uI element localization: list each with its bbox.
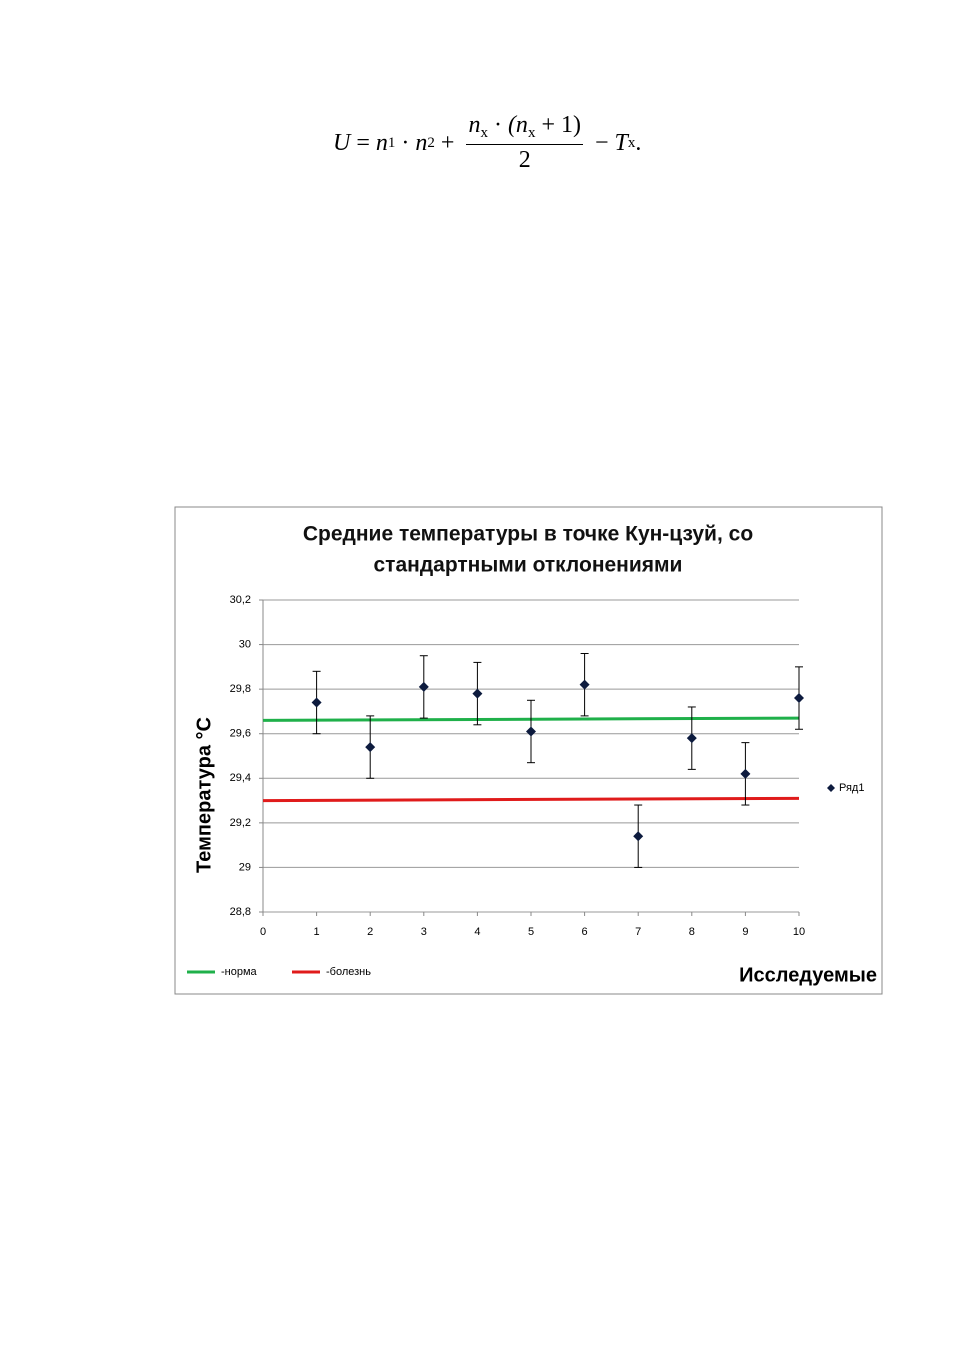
subscript: x	[527, 125, 536, 141]
reference-line	[262, 796, 800, 803]
x-tick-label: 3	[421, 926, 427, 938]
symbol: ·	[401, 129, 410, 156]
chart-frame	[174, 506, 883, 995]
data-point	[311, 697, 322, 708]
y-tick-label: 30	[239, 638, 251, 650]
symbol: U	[333, 129, 351, 156]
symbol: n	[375, 129, 388, 156]
x-tick-label: 8	[689, 926, 695, 938]
legend-marker	[827, 784, 835, 792]
data-point	[579, 679, 590, 690]
data-point	[686, 733, 697, 744]
y-axis-label: Температура °C	[193, 717, 215, 873]
symbol: n	[415, 129, 428, 156]
symbol: +	[440, 129, 455, 156]
fraction: nx · (nx + 1) 2	[466, 112, 583, 174]
symbol: =	[356, 129, 370, 156]
x-tick-label: 10	[793, 926, 805, 938]
x-tick-label: 9	[742, 926, 748, 938]
y-tick-label: 29,8	[230, 683, 251, 695]
data-point	[526, 726, 536, 737]
symbol: ·	[493, 112, 502, 138]
y-tick-label: 29,2	[230, 817, 251, 829]
x-tick-label: 6	[582, 926, 588, 938]
legend-label: -болезнь	[326, 966, 371, 978]
y-tick-label: 30,2	[230, 594, 251, 606]
chart-title: Средние температуры в точке Кун-цзуй, со	[303, 523, 753, 546]
data-point	[418, 681, 429, 692]
x-tick-label: 0	[260, 926, 266, 938]
x-tick-label: 4	[474, 926, 480, 938]
data-point	[472, 688, 483, 699]
y-tick-label: 29,6	[230, 728, 251, 740]
x-tick-label: 7	[635, 926, 641, 938]
x-tick-label: 1	[314, 926, 320, 938]
subscript: 1	[387, 134, 396, 151]
symbol: n	[468, 112, 481, 138]
y-tick-label: 29	[239, 861, 251, 873]
symbol: T	[614, 129, 628, 156]
x-axis-label: Исследуемые	[739, 964, 877, 986]
symbol: + 1)	[541, 112, 581, 138]
symbol: (n	[507, 112, 528, 138]
x-tick-label: 2	[367, 926, 373, 938]
subscript: 2	[427, 134, 435, 151]
denominator: 2	[518, 147, 531, 173]
symbol: .	[635, 129, 642, 156]
chart-title: стандартными отклонениями	[374, 554, 683, 577]
data-point	[365, 742, 376, 753]
subscript: x	[480, 125, 488, 141]
data-point	[794, 693, 804, 704]
numerator: nx · (nx + 1)	[466, 112, 583, 145]
legend-label: -норма	[221, 966, 258, 978]
x-tick-label: 5	[528, 926, 534, 938]
legend-label: Ряд1	[839, 782, 864, 794]
y-tick-label: 28,8	[230, 906, 251, 918]
subscript: x	[627, 134, 636, 151]
data-point	[633, 831, 644, 842]
y-tick-label: 29,4	[230, 772, 251, 784]
symbol: −	[594, 129, 609, 156]
data-point	[740, 768, 751, 779]
